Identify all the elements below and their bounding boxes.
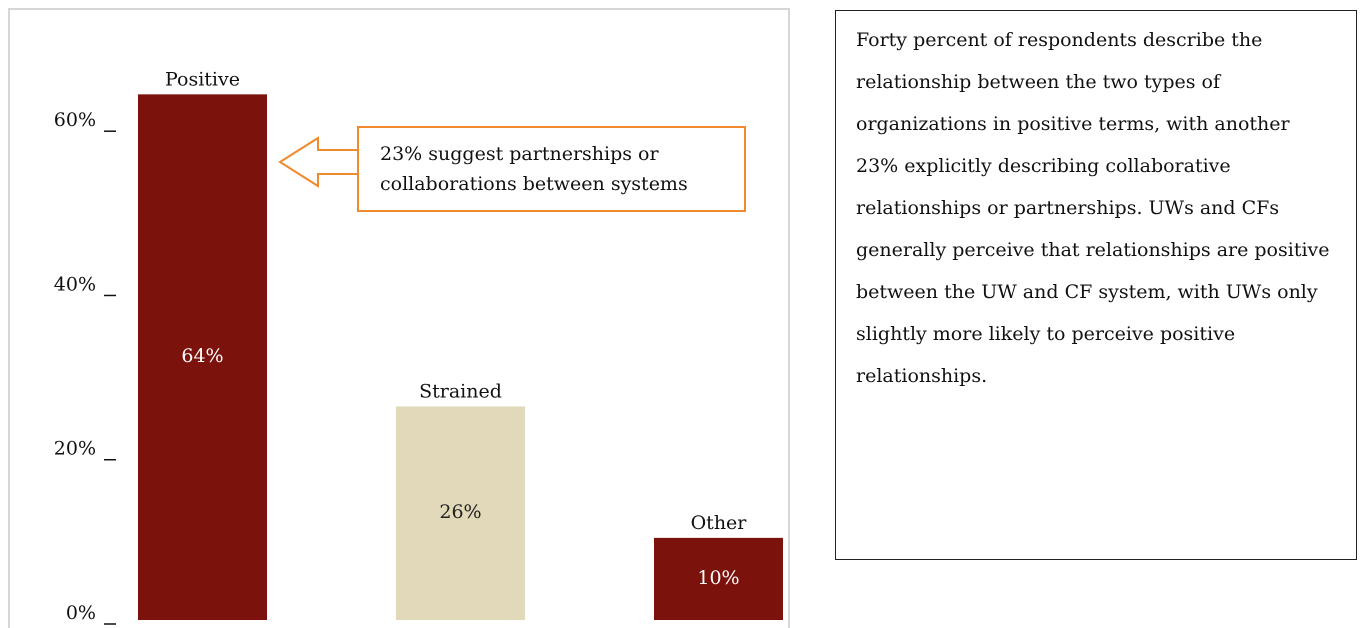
category-label: Positive	[165, 68, 240, 90]
category-label: Other	[691, 512, 748, 534]
y-tick-label: 60%	[54, 109, 96, 131]
category-label: Strained	[419, 380, 502, 402]
bar	[654, 537, 783, 620]
chart: 0% 20% 40% 60% Positive 64% Strained 26% Other 10…	[8, 8, 790, 628]
value-label: 10%	[697, 567, 739, 589]
value-label: 26%	[439, 501, 481, 523]
y-tick-label: 20%	[54, 438, 96, 460]
chart-frame	[8, 8, 790, 628]
annotation-text: collaborations between systems	[380, 173, 688, 195]
bar	[138, 94, 267, 620]
bar	[396, 406, 525, 620]
annotation-arrow	[278, 136, 359, 188]
y-tick-label: 0%	[66, 602, 96, 624]
y-tick-label: 40%	[54, 273, 96, 295]
value-label: 64%	[181, 345, 223, 367]
annotation-box	[357, 126, 746, 212]
annotation-text: 23% suggest partnerships or	[380, 143, 659, 165]
side-text: Forty percent of respondents describe th…	[835, 10, 1357, 560]
